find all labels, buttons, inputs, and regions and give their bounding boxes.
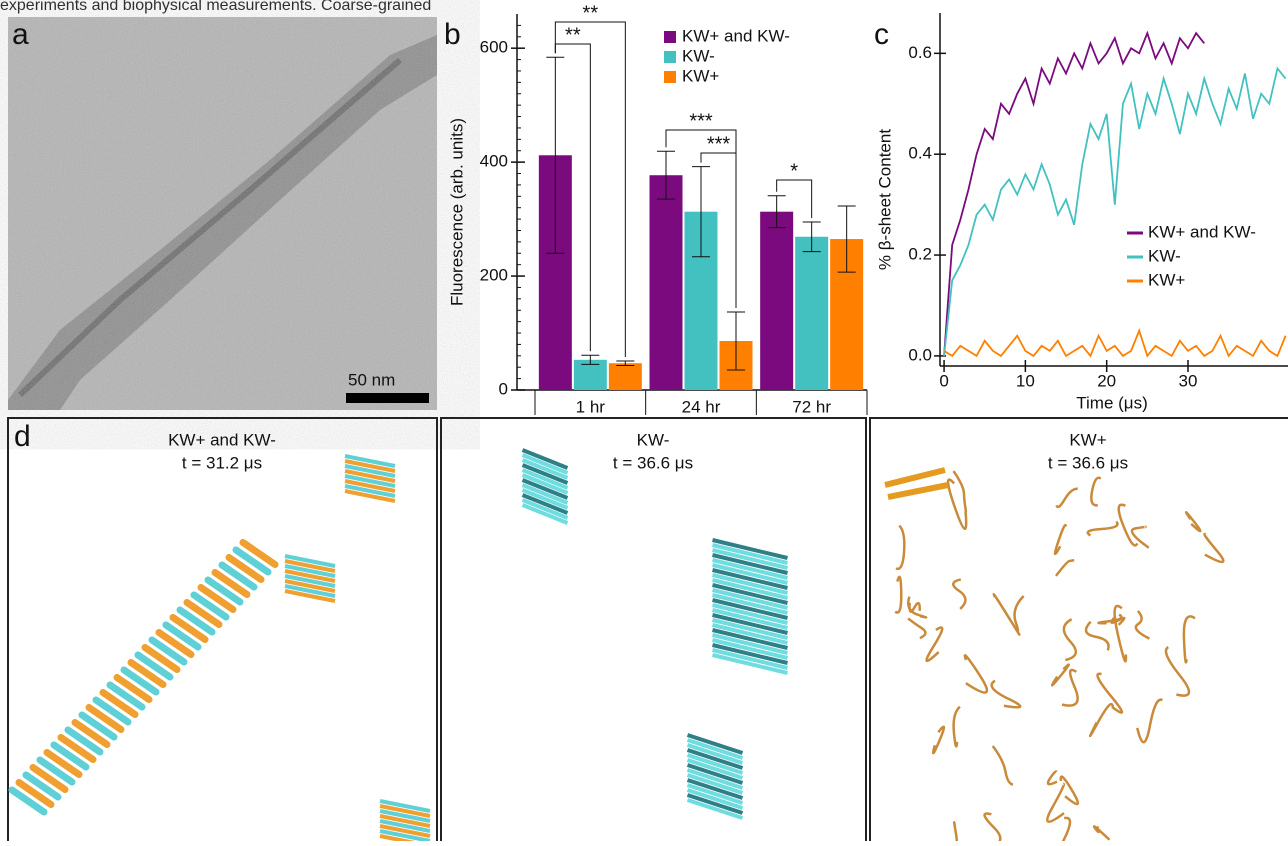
coil bbox=[953, 579, 965, 608]
coil bbox=[1086, 622, 1109, 651]
panel-label: d bbox=[14, 420, 31, 453]
panel-label: a bbox=[12, 18, 29, 51]
snapshot-title: KW+ bbox=[1069, 430, 1106, 449]
coil bbox=[1090, 704, 1113, 736]
coil bbox=[1052, 665, 1069, 686]
coil bbox=[1184, 616, 1195, 662]
legend-label: KW+ bbox=[1148, 270, 1185, 289]
coil bbox=[896, 526, 904, 569]
coil bbox=[946, 822, 957, 841]
coil bbox=[992, 681, 1021, 708]
coil bbox=[1056, 560, 1074, 576]
legend-label: KW+ and KW- bbox=[682, 26, 790, 45]
legend-label: KW- bbox=[1148, 246, 1181, 265]
line-series bbox=[944, 68, 1285, 355]
legend-swatch bbox=[664, 71, 676, 83]
y-tick-label: 200 bbox=[480, 266, 508, 285]
snapshot-title: KW- bbox=[637, 430, 670, 449]
significance-label: ** bbox=[583, 2, 599, 24]
x-tick-label: 10 bbox=[1016, 371, 1035, 390]
x-tick-label: 72 hr bbox=[792, 397, 831, 416]
bar bbox=[650, 175, 683, 390]
snapshot-time: t = 36.6 μs bbox=[613, 453, 693, 472]
coil bbox=[1014, 596, 1023, 631]
coil bbox=[1119, 505, 1138, 546]
x-axis-label: Time (μs) bbox=[1076, 393, 1148, 412]
coil bbox=[982, 813, 1001, 841]
caption-fragment: experiments and biophysical measurements… bbox=[0, 0, 431, 14]
significance-label: ** bbox=[565, 24, 581, 46]
coil bbox=[1062, 670, 1078, 706]
coil bbox=[908, 597, 926, 618]
snapshot-time: t = 36.6 μs bbox=[1048, 453, 1128, 472]
panel-label: c bbox=[874, 18, 889, 51]
y-tick-label: 600 bbox=[480, 38, 508, 57]
x-tick-label: 1 hr bbox=[576, 397, 606, 416]
coil bbox=[1057, 489, 1078, 507]
coil bbox=[933, 727, 944, 753]
page: experiments and biophysical measurements… bbox=[0, 0, 1288, 841]
coil bbox=[1047, 784, 1064, 822]
significance-label: *** bbox=[689, 110, 713, 132]
x-tick-label: 24 hr bbox=[682, 397, 721, 416]
x-tick-label: 20 bbox=[1097, 371, 1116, 390]
snapshot-frame bbox=[870, 418, 1288, 841]
coil bbox=[1061, 777, 1078, 804]
strand bbox=[885, 470, 948, 497]
y-tick-label: 400 bbox=[480, 152, 508, 171]
coil bbox=[908, 618, 925, 638]
legend-label: KW+ and KW- bbox=[1148, 222, 1256, 241]
y-tick-label: 0.0 bbox=[908, 345, 932, 364]
panel-label: b bbox=[444, 18, 461, 51]
coil bbox=[1055, 525, 1066, 554]
coil bbox=[1098, 674, 1122, 713]
snapshot-title: KW+ and KW- bbox=[168, 430, 276, 449]
legend-swatch bbox=[664, 31, 676, 43]
snapshots: KW+ and KW-t = 31.2 μs KW-t = 36.6 μs KW+ t… bbox=[12, 430, 1223, 841]
y-tick-label: 0.6 bbox=[908, 43, 932, 62]
x-tick-label: 0 bbox=[939, 371, 948, 390]
y-tick-label: 0 bbox=[499, 379, 508, 398]
coil bbox=[993, 746, 1013, 785]
coil bbox=[965, 655, 987, 692]
bar bbox=[609, 363, 642, 390]
coil bbox=[1048, 772, 1057, 785]
significance-label: * bbox=[790, 160, 798, 182]
scale-bar-label: 50 nm bbox=[348, 370, 395, 389]
coil bbox=[1094, 826, 1110, 839]
x-tick-label: 30 bbox=[1179, 371, 1198, 390]
micrograph-noise bbox=[8, 17, 437, 410]
y-axis-label: % β-sheet Content bbox=[875, 129, 894, 270]
y-tick-label: 0.4 bbox=[908, 144, 932, 163]
bar bbox=[760, 212, 793, 390]
coil bbox=[1091, 478, 1100, 506]
legend-label: KW- bbox=[682, 46, 715, 65]
snapshot-frame bbox=[441, 418, 866, 841]
coil bbox=[1137, 700, 1162, 743]
coil bbox=[1136, 611, 1150, 639]
y-axis-label: Fluorescence (arb. units) bbox=[447, 118, 466, 306]
significance-label: *** bbox=[707, 133, 731, 155]
coil bbox=[1060, 818, 1073, 841]
coil bbox=[895, 577, 901, 613]
coil bbox=[1204, 534, 1223, 562]
coil bbox=[927, 627, 943, 660]
legend-label: KW+ bbox=[682, 66, 719, 85]
coil bbox=[1064, 619, 1076, 660]
line-series bbox=[944, 331, 1285, 356]
snapshot-time: t = 31.2 μs bbox=[182, 453, 262, 472]
scale-bar bbox=[346, 393, 429, 403]
bar bbox=[795, 237, 828, 390]
figure: experiments and biophysical measurements… bbox=[0, 0, 1288, 841]
coil bbox=[1088, 522, 1118, 536]
legend-swatch bbox=[664, 51, 676, 63]
y-tick-label: 0.2 bbox=[908, 245, 932, 264]
coil bbox=[954, 707, 960, 747]
coil bbox=[1186, 512, 1200, 531]
